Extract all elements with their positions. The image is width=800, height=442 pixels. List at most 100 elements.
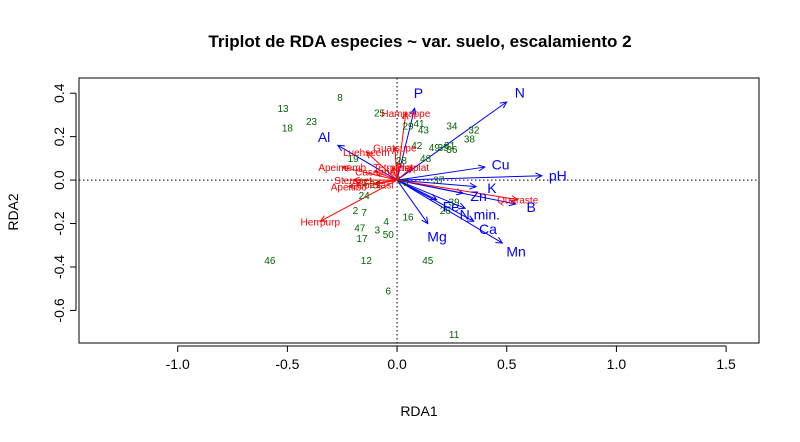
species-arrow-Herrpurp [319, 179, 398, 222]
site-label: 41 [413, 119, 425, 130]
site-label: 25 [374, 108, 386, 119]
site-label: 26 [440, 206, 452, 217]
site-label: 1 [396, 176, 402, 187]
site-label: 24 [359, 191, 371, 202]
species-label: Apeimemb [318, 163, 366, 174]
species-arrow-Luehseem [365, 151, 398, 181]
site-label: 29 [402, 121, 414, 132]
species-label: Casearia [355, 167, 395, 178]
site-label: 6 [386, 286, 392, 297]
species-label: Hampappe [381, 109, 430, 120]
env-label: N [515, 85, 525, 101]
site-label: 50 [383, 230, 395, 241]
site-label: 2 [353, 206, 359, 217]
env-arrow-Mg [396, 179, 429, 225]
env-arrow-Ca [396, 179, 475, 222]
site-label: 3 [375, 226, 381, 237]
env-label: Mn [506, 243, 525, 259]
site-label: 47 [354, 223, 366, 234]
site-label: 42 [411, 141, 423, 152]
site-label: 7 [361, 208, 367, 219]
site-label: 37 [433, 176, 445, 187]
env-label: Fe [443, 199, 460, 215]
species-label: Guatsupe [373, 144, 417, 155]
x-axis-label: RDA1 [400, 403, 438, 419]
site-label: 21 [370, 180, 382, 191]
site-label: 48 [420, 154, 432, 165]
site-label: 36 [446, 145, 458, 156]
site-label: 23 [306, 117, 318, 128]
species-label: Sterapet [334, 176, 372, 187]
y-tick-label: -0.4 [51, 255, 67, 279]
x-tick-label: 0.0 [387, 356, 407, 372]
environment-labels: N P Al Cu pH KZn B Fe N.min.Ca Mg Mn [318, 85, 567, 260]
species-arrows [319, 111, 519, 222]
y-axis-label: RDA2 [5, 193, 21, 231]
environment-arrows [336, 101, 543, 244]
x-tick-label: -1.0 [166, 356, 190, 372]
site-label: 45 [422, 256, 434, 267]
env-label: Cu [492, 157, 510, 173]
site-label: 34 [446, 121, 458, 132]
species-label: Herrpurp [301, 217, 341, 228]
site-label: 13 [277, 104, 289, 115]
env-label: Zn [470, 188, 486, 204]
env-label: P [414, 85, 423, 101]
species-arrow-Hampappe [396, 111, 409, 181]
env-arrow-Al [336, 144, 398, 181]
site-label: 18 [282, 123, 294, 134]
site-label: 17 [356, 234, 368, 245]
env-arrow-Mn [396, 179, 504, 244]
env-label: N.min. [460, 206, 500, 222]
site-label: 11 [449, 330, 460, 341]
plot-frame [78, 77, 760, 344]
env-label: pH [549, 167, 567, 183]
y-tick-label: -0.2 [51, 211, 67, 235]
y-tick-label: 0.4 [51, 83, 67, 103]
site-label: 49 [429, 143, 441, 154]
site-label: 31 [444, 141, 456, 152]
site-label: 12 [361, 256, 373, 267]
species-label: Cordlasi [357, 180, 394, 191]
env-label: Mg [427, 229, 446, 245]
species-arrow-Apeimemb [341, 165, 398, 181]
species-arrow-Casearia [374, 170, 398, 181]
site-label: 35 [438, 143, 450, 154]
site-label: 8 [337, 93, 343, 104]
env-arrow-N [396, 101, 508, 181]
species-label: Luehseem [343, 148, 390, 159]
site-label: 38 [464, 134, 476, 145]
axes: -1.0 -0.5 0.0 0.5 1.0 1.5 -0.6 -0.4 -0.2 0.0 0.2 0.… [51, 83, 736, 372]
env-arrow-pH [397, 172, 543, 181]
site-label: 28 [396, 156, 408, 167]
x-tick-label: 1.5 [716, 356, 736, 372]
env-arrow-P [396, 107, 417, 181]
site-label: 46 [264, 256, 276, 267]
y-tick-label: -0.6 [51, 298, 67, 322]
site-label: 5 [403, 178, 409, 189]
y-tick-label: 0.0 [51, 170, 67, 190]
species-arrow-Platplat [396, 166, 414, 181]
x-tick-label: 1.0 [607, 356, 627, 372]
x-tick-label: 0.5 [497, 356, 517, 372]
site-label: 22 [356, 178, 368, 189]
env-arrow-Nmin [396, 179, 467, 210]
species-label: Tetrpana [373, 163, 412, 174]
species-arrow-Cordlasi [374, 179, 398, 187]
site-label: 39 [449, 197, 461, 208]
site-label: 19 [348, 154, 360, 165]
env-label: K [487, 180, 497, 196]
env-label: B [527, 199, 536, 215]
chart-title: Triplot de RDA especies ~ var. suelo, es… [208, 32, 631, 51]
site-label: 4 [383, 217, 389, 228]
species-arrow-Quaraste [396, 179, 519, 203]
species-label: Platplat [396, 163, 430, 174]
site-label: 43 [418, 126, 430, 137]
species-label: Apeitibo [331, 183, 368, 194]
species-arrow-Sterapet [352, 176, 398, 184]
env-label: Ca [479, 221, 497, 237]
species-label: Quaraste [497, 196, 539, 207]
